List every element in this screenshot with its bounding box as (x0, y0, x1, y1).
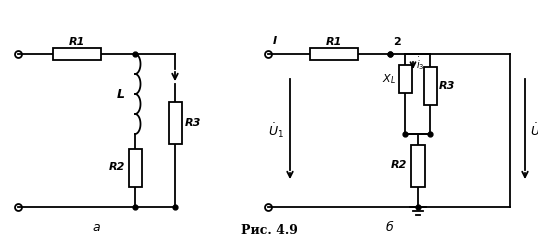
Text: Рис. 4.9: Рис. 4.9 (240, 224, 298, 237)
Text: $\dot{U}_1$: $\dot{U}_1$ (268, 121, 284, 140)
Bar (129, 148, 141, 187)
Bar (399, 65, 412, 93)
Text: I: I (273, 36, 277, 46)
Text: $X_L$: $X_L$ (381, 72, 395, 86)
Text: 2: 2 (393, 37, 401, 47)
Text: R3: R3 (438, 81, 455, 91)
Text: R2: R2 (391, 161, 407, 171)
Text: а: а (93, 221, 100, 234)
Text: L: L (117, 87, 125, 101)
Text: R2: R2 (109, 163, 125, 173)
Bar (423, 67, 436, 105)
Bar (310, 48, 358, 60)
Text: б: б (385, 221, 393, 234)
Text: R1: R1 (326, 37, 342, 47)
Text: R3: R3 (185, 118, 201, 127)
Bar (410, 144, 424, 187)
Bar (53, 48, 101, 60)
Bar (168, 102, 181, 143)
Text: $\dot{i}_3$: $\dot{i}_3$ (416, 56, 424, 72)
Text: $\dot{U}_2$: $\dot{U}_2$ (530, 121, 538, 140)
Text: R1: R1 (68, 37, 84, 47)
